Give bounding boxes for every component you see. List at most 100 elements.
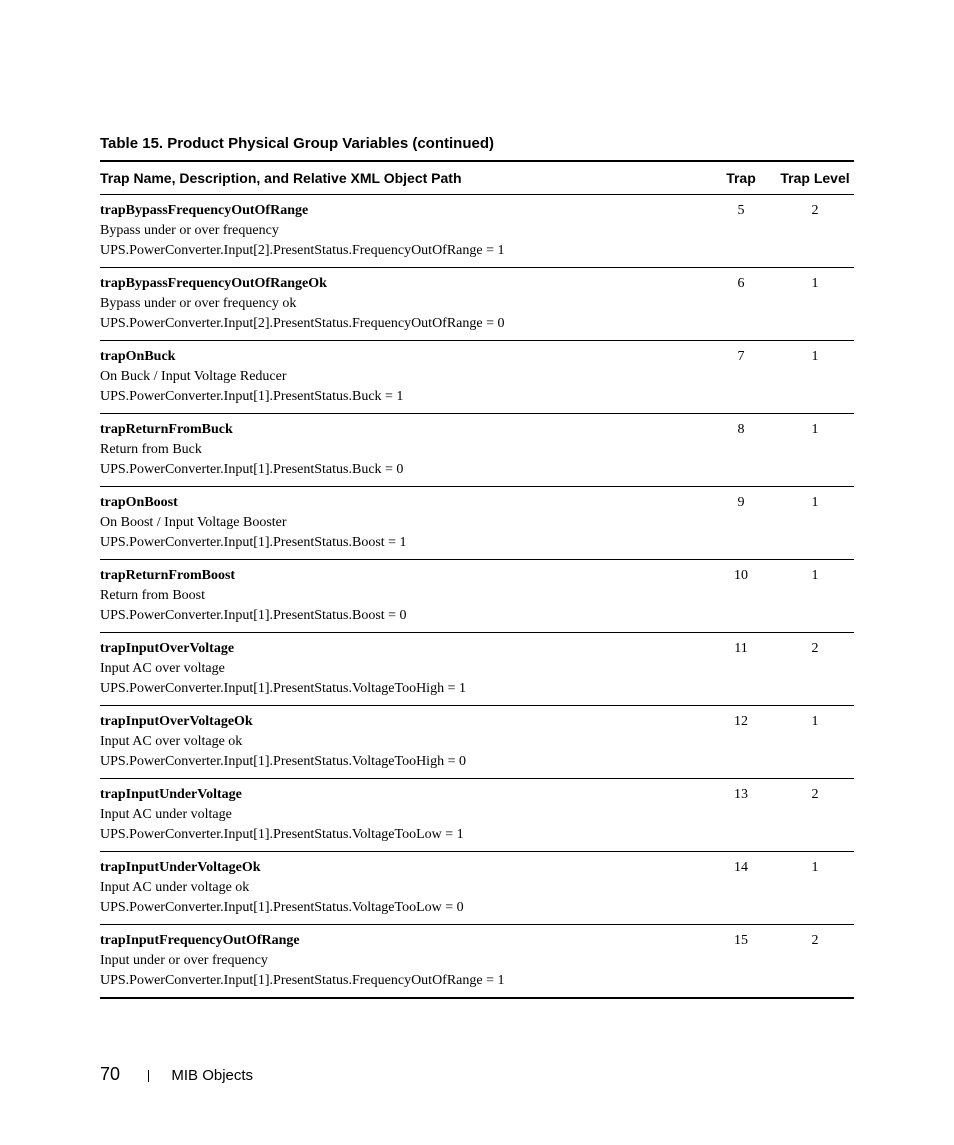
table-row: UPS.PowerConverter.Input[1].PresentStatu… <box>100 825 854 851</box>
trap-desc: On Buck / Input Voltage Reducer <box>100 367 706 387</box>
table-row: Bypass under or over frequency ok <box>100 294 854 314</box>
trap-path: UPS.PowerConverter.Input[1].PresentStatu… <box>100 825 706 851</box>
trap-name: trapInputOverVoltageOk <box>100 706 706 733</box>
table-body: trapBypassFrequencyOutOfRange52Bypass un… <box>100 195 854 999</box>
trap-number: 6 <box>706 268 780 295</box>
trap-desc: Input AC under voltage <box>100 805 706 825</box>
col-header-trap: Trap <box>706 161 780 195</box>
trap-name: trapInputUnderVoltageOk <box>100 852 706 879</box>
table-row: UPS.PowerConverter.Input[1].PresentStatu… <box>100 679 854 705</box>
table-caption: Table 15. Product Physical Group Variabl… <box>100 135 854 152</box>
table-row: trapInputUnderVoltageOk141 <box>100 852 854 879</box>
trap-number: 13 <box>706 779 780 806</box>
trap-desc: Bypass under or over frequency ok <box>100 294 706 314</box>
table-row: UPS.PowerConverter.Input[1].PresentStatu… <box>100 460 854 486</box>
trap-level: 1 <box>780 341 854 368</box>
trap-level: 1 <box>780 487 854 514</box>
table-row: UPS.PowerConverter.Input[1].PresentStatu… <box>100 387 854 413</box>
trap-name: trapBypassFrequencyOutOfRangeOk <box>100 268 706 295</box>
trap-path: UPS.PowerConverter.Input[1].PresentStatu… <box>100 533 706 559</box>
trap-number: 7 <box>706 341 780 368</box>
table-row: trapBypassFrequencyOutOfRange52 <box>100 195 854 222</box>
trap-path: UPS.PowerConverter.Input[1].PresentStatu… <box>100 679 706 705</box>
table-row: UPS.PowerConverter.Input[2].PresentStatu… <box>100 241 854 267</box>
trap-path: UPS.PowerConverter.Input[1].PresentStatu… <box>100 387 706 413</box>
trap-name: trapBypassFrequencyOutOfRange <box>100 195 706 222</box>
table-row: trapInputUnderVoltage132 <box>100 779 854 806</box>
trap-number: 8 <box>706 414 780 441</box>
trap-name: trapInputUnderVoltage <box>100 779 706 806</box>
trap-level: 1 <box>780 852 854 879</box>
trap-name: trapOnBuck <box>100 341 706 368</box>
table-row: trapReturnFromBuck81 <box>100 414 854 441</box>
table-row: Return from Boost <box>100 586 854 606</box>
trap-level: 2 <box>780 633 854 660</box>
table-row: Input under or over frequency <box>100 951 854 971</box>
trap-desc: Input AC under voltage ok <box>100 878 706 898</box>
table-row: On Boost / Input Voltage Booster <box>100 513 854 533</box>
trap-number: 9 <box>706 487 780 514</box>
trap-number: 11 <box>706 633 780 660</box>
footer-separator <box>148 1070 149 1082</box>
trap-level: 2 <box>780 195 854 222</box>
trap-level: 2 <box>780 925 854 952</box>
table-row: UPS.PowerConverter.Input[1].PresentStatu… <box>100 533 854 559</box>
table-row: Bypass under or over frequency <box>100 221 854 241</box>
table-row: UPS.PowerConverter.Input[1].PresentStatu… <box>100 898 854 924</box>
page-number: 70 <box>100 1064 120 1084</box>
trap-path: UPS.PowerConverter.Input[1].PresentStatu… <box>100 752 706 778</box>
trap-number: 12 <box>706 706 780 733</box>
table-row: Return from Buck <box>100 440 854 460</box>
trap-name: trapInputFrequencyOutOfRange <box>100 925 706 952</box>
trap-desc: Return from Boost <box>100 586 706 606</box>
page-footer: 70 MIB Objects <box>100 1064 253 1085</box>
trap-desc: Input under or over frequency <box>100 951 706 971</box>
table-row: trapOnBoost91 <box>100 487 854 514</box>
table-row: trapBypassFrequencyOutOfRangeOk61 <box>100 268 854 295</box>
trap-number: 10 <box>706 560 780 587</box>
trap-desc: Input AC over voltage ok <box>100 732 706 752</box>
table-row: trapOnBuck71 <box>100 341 854 368</box>
trap-number: 14 <box>706 852 780 879</box>
trap-number: 5 <box>706 195 780 222</box>
table-row: trapReturnFromBoost101 <box>100 560 854 587</box>
trap-path: UPS.PowerConverter.Input[1].PresentStatu… <box>100 898 706 924</box>
trap-name: trapOnBoost <box>100 487 706 514</box>
table-row: Input AC under voltage <box>100 805 854 825</box>
trap-level: 1 <box>780 706 854 733</box>
trap-name: trapReturnFromBoost <box>100 560 706 587</box>
trap-path: UPS.PowerConverter.Input[2].PresentStatu… <box>100 314 706 340</box>
trap-table: Trap Name, Description, and Relative XML… <box>100 160 854 999</box>
col-header-level: Trap Level <box>780 161 854 195</box>
trap-name: trapReturnFromBuck <box>100 414 706 441</box>
table-row: Input AC over voltage ok <box>100 732 854 752</box>
table-row: trapInputFrequencyOutOfRange152 <box>100 925 854 952</box>
trap-level: 1 <box>780 414 854 441</box>
table-row: trapInputOverVoltage112 <box>100 633 854 660</box>
trap-level: 2 <box>780 779 854 806</box>
table-row: trapInputOverVoltageOk121 <box>100 706 854 733</box>
trap-desc: On Boost / Input Voltage Booster <box>100 513 706 533</box>
table-row: UPS.PowerConverter.Input[1].PresentStatu… <box>100 752 854 778</box>
row-divider <box>100 997 854 998</box>
table-row: Input AC under voltage ok <box>100 878 854 898</box>
trap-level: 1 <box>780 268 854 295</box>
trap-path: UPS.PowerConverter.Input[1].PresentStatu… <box>100 606 706 632</box>
trap-name: trapInputOverVoltage <box>100 633 706 660</box>
trap-number: 15 <box>706 925 780 952</box>
table-row: UPS.PowerConverter.Input[1].PresentStatu… <box>100 606 854 632</box>
footer-section: MIB Objects <box>171 1067 253 1084</box>
trap-path: UPS.PowerConverter.Input[1].PresentStatu… <box>100 971 706 997</box>
page: Table 15. Product Physical Group Variabl… <box>0 0 954 1145</box>
trap-desc: Bypass under or over frequency <box>100 221 706 241</box>
table-header-row: Trap Name, Description, and Relative XML… <box>100 161 854 195</box>
trap-desc: Return from Buck <box>100 440 706 460</box>
table-row: Input AC over voltage <box>100 659 854 679</box>
trap-desc: Input AC over voltage <box>100 659 706 679</box>
col-header-name: Trap Name, Description, and Relative XML… <box>100 161 706 195</box>
table-row: On Buck / Input Voltage Reducer <box>100 367 854 387</box>
table-row: UPS.PowerConverter.Input[2].PresentStatu… <box>100 314 854 340</box>
trap-level: 1 <box>780 560 854 587</box>
table-row: UPS.PowerConverter.Input[1].PresentStatu… <box>100 971 854 997</box>
trap-path: UPS.PowerConverter.Input[1].PresentStatu… <box>100 460 706 486</box>
